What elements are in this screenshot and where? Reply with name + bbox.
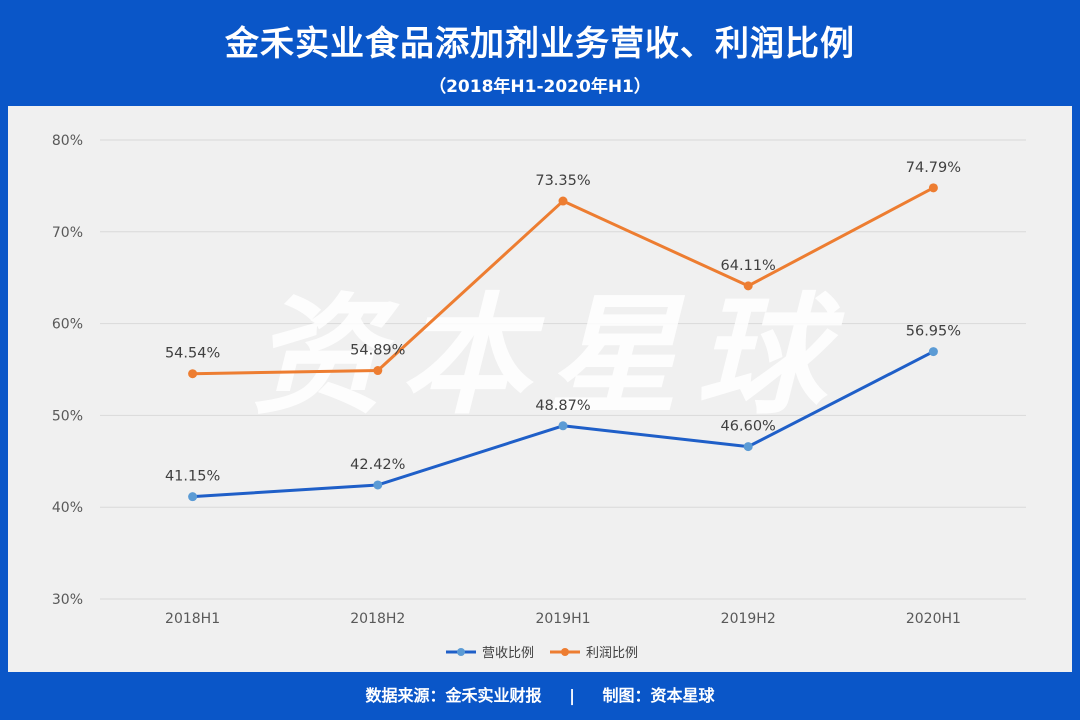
data-label: 48.87% bbox=[535, 398, 590, 414]
y-tick-label: 30% bbox=[52, 592, 83, 608]
y-tick-label: 70% bbox=[52, 225, 83, 241]
chart-footer: 数据来源：金禾实业财报 | 制图：资本星球 bbox=[0, 672, 1080, 720]
data-label: 41.15% bbox=[165, 469, 220, 485]
y-tick-label: 40% bbox=[52, 500, 83, 516]
data-point bbox=[928, 347, 938, 357]
data-point bbox=[743, 281, 753, 291]
chart-header: 金禾实业食品添加剂业务营收、利润比例 （2018年H1-2020年H1） bbox=[0, 0, 1080, 106]
y-tick-label: 50% bbox=[52, 408, 83, 424]
legend-marker bbox=[457, 648, 465, 656]
data-point bbox=[928, 183, 938, 193]
data-point bbox=[558, 421, 568, 431]
x-tick-label: 2020H1 bbox=[906, 611, 961, 627]
chart-subtitle: （2018年H1-2020年H1） bbox=[429, 77, 651, 97]
footer-separator: | bbox=[569, 686, 575, 705]
source-note: 数据来源：金禾实业财报 bbox=[365, 686, 542, 705]
data-label: 64.11% bbox=[721, 258, 776, 274]
data-label: 42.42% bbox=[350, 457, 405, 473]
chart-panel: 资本星球 30% 40% 50% 60% 70% 80% 2018H1 2018H2 2019… bbox=[8, 106, 1072, 672]
x-tick-label: 2018H2 bbox=[350, 611, 405, 627]
data-point bbox=[373, 366, 383, 376]
y-tick-label: 60% bbox=[52, 317, 83, 333]
legend-label: 营收比例 bbox=[482, 646, 534, 661]
chart-title: 金禾实业食品添加剂业务营收、利润比例 bbox=[225, 24, 855, 64]
x-tick-label: 2019H1 bbox=[535, 611, 590, 627]
x-tick-label: 2019H2 bbox=[721, 611, 776, 627]
data-label: 54.54% bbox=[165, 346, 220, 362]
data-label: 74.79% bbox=[906, 160, 961, 176]
data-label: 46.60% bbox=[721, 419, 776, 435]
data-label: 73.35% bbox=[535, 173, 590, 189]
data-label: 56.95% bbox=[906, 324, 961, 340]
data-point bbox=[558, 196, 568, 206]
credit-note: 制图：资本星球 bbox=[602, 686, 715, 705]
data-point bbox=[743, 442, 753, 452]
x-tick-label: 2018H1 bbox=[165, 611, 220, 627]
data-point bbox=[373, 480, 383, 490]
data-point bbox=[188, 492, 198, 502]
data-point bbox=[188, 369, 198, 379]
data-label: 54.89% bbox=[350, 343, 405, 359]
y-tick-label: 80% bbox=[52, 133, 83, 149]
line-chart: 资本星球 30% 40% 50% 60% 70% 80% 2018H1 2018H2 2019… bbox=[52, 133, 1026, 661]
watermark: 资本星球 bbox=[252, 280, 845, 432]
legend-marker bbox=[561, 648, 569, 656]
legend-label: 利润比例 bbox=[586, 646, 638, 661]
